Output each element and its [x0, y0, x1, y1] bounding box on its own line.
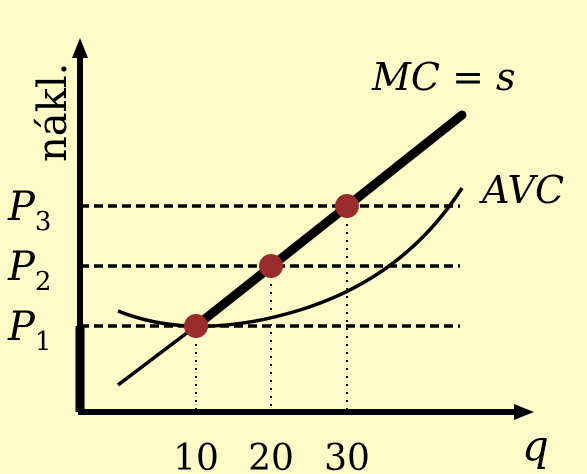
equilibrium-points: [184, 194, 359, 338]
x-axis-label: q: [522, 421, 549, 470]
x-tick-labels: 10 20 30: [173, 438, 370, 474]
point-p3: [335, 194, 359, 218]
mc-supply-curve: [191, 110, 467, 331]
avc-curve: [117, 187, 464, 328]
y-axis-label: nákl.: [30, 63, 76, 162]
mc-curve-lower: [116, 324, 198, 387]
avc-curve-label: AVC: [479, 168, 564, 212]
price-label-p1: P1: [7, 304, 51, 357]
y-axis-arrowhead: [72, 38, 88, 58]
mc-curve-label: MC = s: [371, 55, 515, 99]
x-axis-arrowhead: [514, 404, 534, 420]
point-p1: [184, 314, 208, 338]
price-label-p3: P3: [7, 184, 51, 237]
point-p2: [259, 254, 283, 278]
x-tick-10: 10: [173, 438, 219, 474]
quantity-drop-lines: [195, 208, 348, 412]
price-labels: P3 P2 P1: [7, 184, 51, 357]
price-label-p2: P2: [7, 244, 51, 297]
x-tick-30: 30: [324, 438, 370, 474]
x-tick-20: 20: [248, 438, 294, 474]
